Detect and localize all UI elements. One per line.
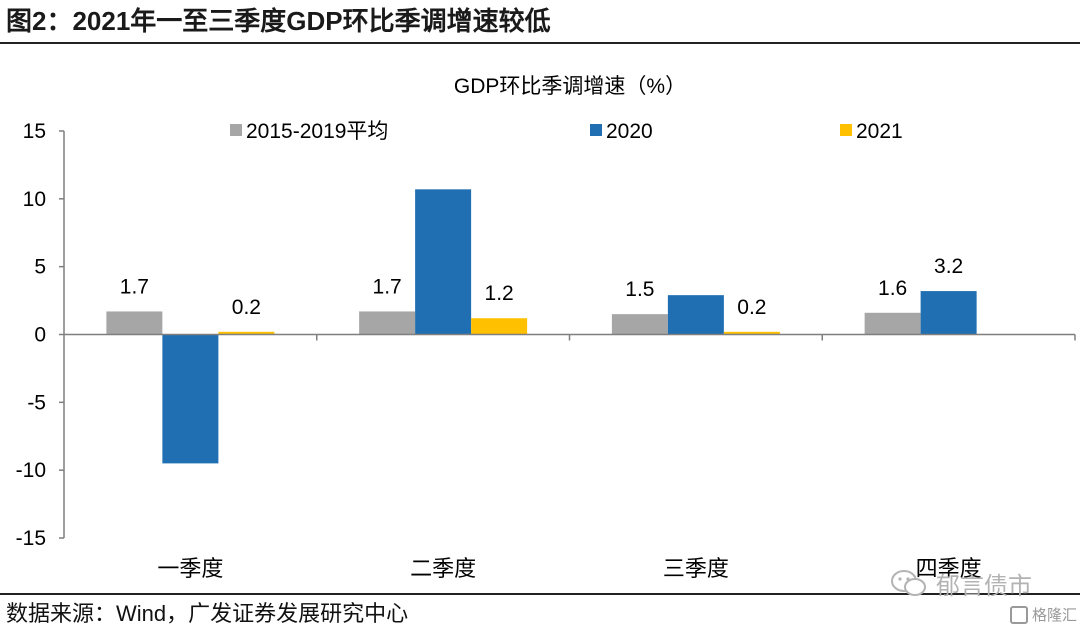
y-tick-label: 0	[34, 324, 46, 347]
figure-title: 图2：2021年一至三季度GDP环比季调增速较低	[6, 6, 551, 36]
data-label: 1.6	[878, 277, 907, 300]
y-tick-label: -10	[16, 459, 46, 482]
x-axis: 一季度 二季度 三季度 四季度	[64, 333, 1076, 581]
watermark-2: 格隆汇	[1010, 604, 1077, 625]
watermark-text: 郁言债市	[936, 573, 1032, 600]
data-label: 3.2	[934, 255, 963, 278]
chart-title: GDP环比季调增速（%）	[454, 75, 686, 98]
category-label: 一季度	[157, 556, 223, 581]
watermark: 郁言债市	[890, 566, 1032, 601]
category-label: 三季度	[663, 556, 729, 581]
legend: 2015-2019平均 2020 2021	[230, 120, 903, 143]
data-labels: 1.7 0.2 1.7 1.2 1.5 0.2 1.6 3.2	[120, 255, 963, 319]
bar	[471, 318, 528, 335]
bar	[611, 314, 668, 335]
bar	[864, 312, 921, 335]
data-label: 0.2	[232, 296, 261, 319]
wechat-icon	[891, 569, 926, 596]
data-label: 1.7	[120, 275, 149, 298]
category-label: 二季度	[410, 556, 476, 581]
bottom-rule	[0, 593, 1080, 595]
brand-logo-icon	[1010, 605, 1028, 624]
bar	[667, 295, 724, 335]
category-label: 四季度	[916, 556, 982, 581]
bar	[415, 189, 472, 335]
bar	[162, 334, 219, 464]
data-label: 1.2	[485, 282, 514, 305]
watermark-2-text: 格隆汇	[1032, 607, 1078, 624]
legend-label: 2021	[856, 120, 903, 143]
legend-swatch	[840, 124, 852, 136]
bar	[218, 331, 275, 335]
gdp-bar-chart: GDP环比季调增速（%） 2015-2019平均 2020 2021 15 10 5 0 -…	[16, 75, 1076, 581]
y-axis: 15 10 5 0 -5 -10 -15	[16, 120, 65, 550]
legend-swatch	[230, 124, 242, 136]
data-label: 1.5	[625, 278, 654, 301]
source-note: 数据来源：Wind，广发证券发展研究中心	[6, 601, 409, 626]
data-label: 1.7	[373, 275, 402, 298]
bar	[920, 291, 977, 335]
legend-label: 2020	[606, 120, 653, 143]
y-tick-label: -15	[16, 527, 46, 550]
y-tick-label: 5	[34, 256, 46, 279]
legend-swatch	[590, 124, 602, 136]
legend-label: 2015-2019平均	[246, 120, 388, 143]
bar	[723, 331, 780, 335]
y-tick-label: 15	[23, 120, 46, 143]
bars	[106, 189, 977, 464]
data-label: 0.2	[737, 296, 766, 319]
bar	[106, 311, 163, 335]
y-tick-label: -5	[27, 391, 46, 414]
y-tick-label: 10	[23, 188, 46, 211]
top-rule	[0, 42, 1080, 44]
bar	[359, 311, 416, 335]
